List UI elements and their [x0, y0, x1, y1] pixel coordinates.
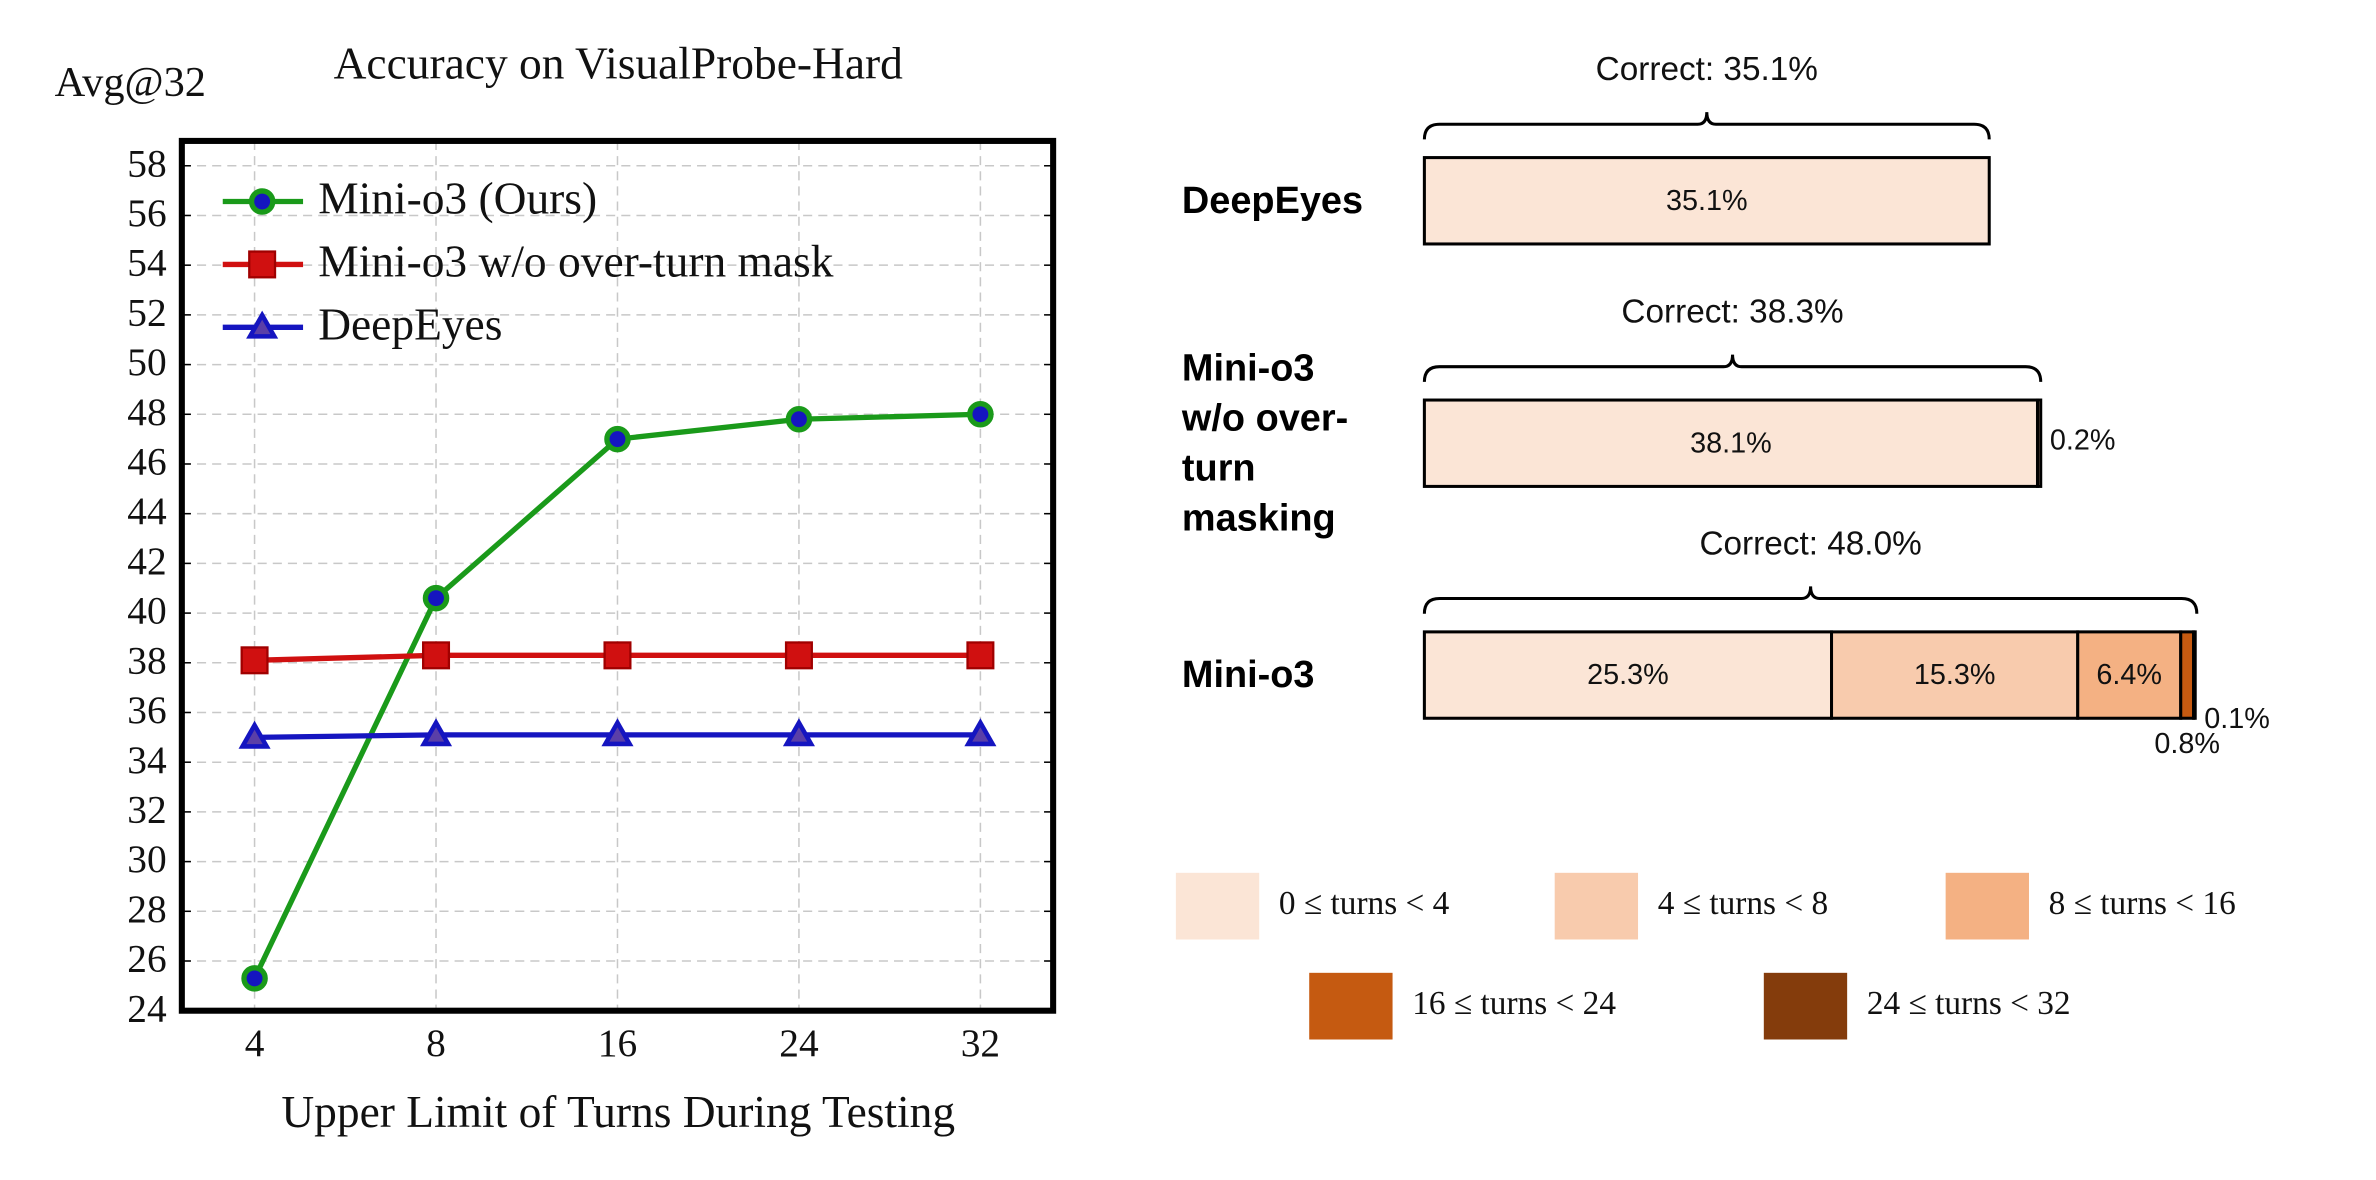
legend-marker — [248, 188, 276, 215]
value-label: 0.2% — [2050, 424, 2116, 456]
legend-swatch — [1175, 872, 1260, 940]
legend-marker — [248, 250, 277, 279]
legend-label: 16 ≤ turns < 24 — [1412, 985, 1616, 1022]
category-label: Mini-o3 w/o over-turn masking — [1181, 346, 1349, 539]
total-bracket — [1422, 586, 2199, 614]
legend-label: 4 ≤ turns < 8 — [1658, 885, 1828, 922]
y-tick-label: 48 — [127, 390, 166, 434]
x-axis-label: Upper Limit of Turns During Testing — [281, 1086, 955, 1137]
total-label: Correct: 35.1% — [1596, 51, 1818, 88]
y-tick-label: 26 — [127, 937, 166, 981]
value-label: 0.8% — [2154, 728, 2220, 760]
data-point — [241, 965, 268, 992]
total-bracket — [1422, 354, 2043, 382]
bar-segment — [2035, 398, 2043, 488]
value-label: 15.3% — [1914, 659, 1996, 691]
legend-swatch — [1945, 872, 2029, 940]
y-tick-label: 50 — [127, 340, 166, 384]
x-tick-label: 8 — [426, 1021, 446, 1065]
legend-label: Mini-o3 (Ours) — [318, 172, 597, 223]
y-axis-label: Avg@32 — [55, 59, 206, 106]
data-point — [964, 718, 997, 747]
chart-title: Accuracy on VisualProbe-Hard — [334, 38, 904, 89]
bar-segment — [1422, 398, 2040, 488]
series-line — [252, 411, 981, 980]
legend-label: Mini-o3 w/o over-turn mask — [318, 235, 834, 286]
data-point — [601, 718, 634, 747]
y-tick-label: 32 — [127, 787, 166, 831]
x-tick-label: 4 — [245, 1021, 265, 1065]
y-tick-label: 40 — [127, 589, 166, 633]
bar-segment — [1422, 630, 1834, 720]
total-label: Correct: 48.0% — [1699, 525, 1921, 562]
category-label: Mini-o3 — [1181, 653, 1315, 696]
y-tick-label: 34 — [127, 738, 167, 782]
legend-swatch — [1763, 972, 1848, 1040]
y-tick-label: 56 — [127, 191, 166, 235]
y-tick-label: 36 — [127, 688, 166, 732]
legend-label: DeepEyes — [318, 298, 502, 349]
y-tick-label: 58 — [127, 141, 166, 185]
total-label: Correct: 38.3% — [1621, 293, 1843, 330]
data-point — [419, 718, 453, 747]
data-point — [966, 641, 995, 670]
y-tick-label: 46 — [127, 440, 166, 484]
data-point — [603, 641, 632, 670]
y-tick-label: 42 — [127, 539, 166, 583]
bar-segment — [2192, 630, 2197, 720]
y-tick-label: 28 — [127, 887, 166, 931]
data-point — [238, 720, 271, 749]
data-point — [604, 425, 631, 453]
bar-segment — [1422, 156, 1991, 246]
y-tick-label: 30 — [127, 837, 166, 881]
x-tick-label: 24 — [779, 1021, 819, 1065]
legend-swatch — [1309, 972, 1393, 1040]
legend-swatch — [1554, 872, 1639, 940]
bar-segment — [1830, 630, 2080, 720]
legend-label: 0 ≤ turns < 4 — [1279, 885, 1450, 922]
data-point — [784, 641, 813, 670]
total-bracket — [1422, 112, 1991, 140]
value-label: 35.1% — [1666, 185, 1748, 217]
value-label: 38.1% — [1690, 427, 1772, 459]
data-point — [967, 401, 994, 428]
value-label: 0.1% — [2204, 703, 2270, 735]
legend-marker — [246, 310, 279, 339]
value-label: 6.4% — [2096, 659, 2162, 691]
y-tick-label: 24 — [127, 986, 167, 1030]
value-label: 25.3% — [1587, 659, 1669, 691]
y-tick-label: 52 — [127, 290, 166, 334]
y-tick-label: 38 — [127, 638, 166, 682]
data-point — [422, 584, 450, 612]
legend-label: 24 ≤ turns < 32 — [1867, 985, 2071, 1022]
category-label: DeepEyes — [1181, 178, 1364, 222]
data-point — [785, 405, 813, 433]
data-point — [782, 718, 815, 747]
data-point — [422, 641, 451, 670]
legend-label: 8 ≤ turns < 16 — [2049, 885, 2236, 922]
y-tick-label: 44 — [127, 489, 167, 533]
bar-segment — [2179, 630, 2196, 720]
y-tick-label: 54 — [127, 241, 167, 285]
plot-frame — [178, 137, 1057, 1014]
data-point — [240, 646, 269, 675]
x-tick-label: 16 — [598, 1021, 637, 1065]
x-tick-label: 32 — [961, 1021, 1000, 1065]
